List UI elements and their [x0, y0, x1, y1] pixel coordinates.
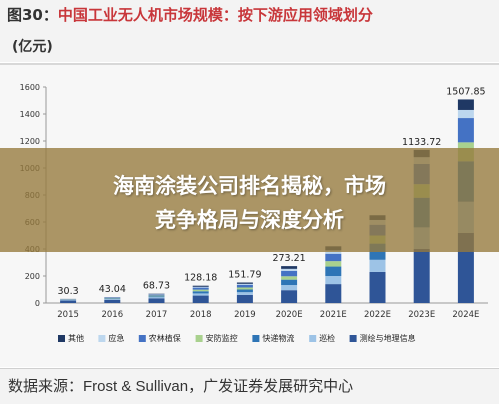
- bar-segment: [325, 261, 341, 266]
- bar-segment: [149, 298, 165, 303]
- source-org: Frost & Sullivan: [83, 378, 188, 395]
- bar-segment: [149, 295, 165, 296]
- figure-label: 图30：: [7, 6, 58, 24]
- bar-segment: [104, 298, 120, 299]
- bar-segment: [149, 296, 165, 297]
- source-bar: 数据来源：Frost & Sullivan，广发证券发展研究中心: [0, 368, 499, 404]
- headline-line-1: 海南涂装公司排名揭秘，市场: [0, 170, 499, 200]
- total-label: 273.21: [272, 253, 305, 264]
- chart-title: 图30：中国工业无人机市场规模：按下游应用领域划分: [7, 4, 373, 25]
- bar-segment: [237, 284, 253, 285]
- legend-swatch: [196, 335, 203, 342]
- header-bar: 图30：中国工业无人机市场规模：按下游应用领域划分 (亿元): [0, 0, 499, 62]
- bar-segment: [193, 288, 209, 290]
- legend-label: 巡检: [319, 333, 335, 343]
- bar-segment: [149, 297, 165, 298]
- bar-segment: [237, 295, 253, 303]
- x-tick-label: 2018: [190, 310, 212, 320]
- total-label: 151.79: [228, 270, 261, 281]
- total-label: 1133.72: [402, 137, 441, 148]
- legend-label: 测绘与地理信息: [360, 333, 416, 343]
- bar-segment: [193, 291, 209, 293]
- bar-segment: [237, 287, 253, 289]
- bar-segment: [193, 293, 209, 295]
- x-tick-label: 2021E: [320, 310, 347, 320]
- bar-segment: [237, 283, 253, 284]
- legend-swatch: [139, 335, 146, 342]
- legend-swatch: [98, 335, 105, 342]
- bar-segment: [237, 285, 253, 288]
- bar-segment: [281, 266, 297, 269]
- bar-segment: [193, 286, 209, 287]
- legend-swatch: [58, 335, 65, 342]
- total-label: 30.3: [58, 286, 79, 297]
- bar-segment: [281, 290, 297, 303]
- y-tick-label: 1200: [20, 137, 40, 146]
- x-tick-label: 2024E: [452, 310, 479, 320]
- bar-segment: [193, 290, 209, 292]
- bar-segment: [414, 249, 430, 303]
- x-tick-label: 2019: [234, 310, 256, 320]
- bar-segment: [458, 99, 474, 110]
- bar-segment: [281, 271, 297, 276]
- bar-segment: [370, 272, 386, 303]
- bar-segment: [458, 110, 474, 118]
- unit-label: (亿元): [12, 36, 53, 56]
- legend-label: 快递物流: [262, 333, 294, 343]
- total-label: 68.73: [143, 281, 170, 292]
- legend-label: 安防监控: [206, 333, 238, 343]
- legend-swatch: [350, 335, 357, 342]
- bar-segment: [237, 290, 253, 293]
- bar-segment: [237, 292, 253, 295]
- headline-overlay: 海南涂装公司排名揭秘，市场 竞争格局与深度分析: [0, 148, 499, 252]
- bar-segment: [281, 276, 297, 279]
- title-main: 中国工业无人机市场规模：: [58, 6, 238, 24]
- bar-segment: [325, 284, 341, 303]
- bar-segment: [104, 299, 120, 300]
- bar-segment: [281, 285, 297, 290]
- bar-segment: [149, 294, 165, 295]
- bar-segment: [60, 301, 76, 303]
- total-label: 1507.85: [446, 86, 485, 97]
- x-tick-label: 2023E: [408, 310, 435, 320]
- legend-swatch: [309, 335, 316, 342]
- source-note: 数据来源：Frost & Sullivan，广发证券发展研究中心: [8, 375, 353, 396]
- bar-segment: [325, 267, 341, 276]
- bar-segment: [149, 296, 165, 297]
- bar-segment: [458, 118, 474, 142]
- bar-segment: [104, 300, 120, 303]
- y-tick-label: 200: [25, 272, 40, 281]
- y-tick-label: 1400: [20, 110, 40, 119]
- bar-segment: [281, 269, 297, 271]
- x-tick-label: 2020E: [276, 310, 303, 320]
- legend-label: 其他: [68, 333, 84, 343]
- legend-label: 应急: [108, 333, 124, 343]
- total-label: 43.04: [99, 284, 126, 295]
- bar-segment: [370, 260, 386, 272]
- x-tick-label: 2015: [57, 310, 79, 320]
- bar-segment: [281, 280, 297, 285]
- x-tick-label: 2016: [101, 310, 123, 320]
- total-label: 128.18: [184, 273, 217, 284]
- y-tick-label: 0: [35, 299, 40, 308]
- legend-label: 农林植保: [149, 333, 181, 343]
- bar-segment: [193, 296, 209, 303]
- title-sub: 按下游应用领域划分: [238, 6, 373, 24]
- x-tick-label: 2022E: [364, 310, 391, 320]
- source-prefix: 数据来源：: [8, 377, 83, 395]
- legend-swatch: [252, 335, 259, 342]
- bar-segment: [325, 254, 341, 261]
- bar-segment: [104, 299, 120, 300]
- bar-segment: [193, 287, 209, 288]
- headline-line-2: 竞争格局与深度分析: [0, 204, 499, 234]
- y-tick-label: 1600: [20, 83, 40, 92]
- source-suffix: ，广发证券发展研究中心: [188, 377, 353, 395]
- x-tick-label: 2017: [146, 310, 168, 320]
- bar-segment: [325, 276, 341, 284]
